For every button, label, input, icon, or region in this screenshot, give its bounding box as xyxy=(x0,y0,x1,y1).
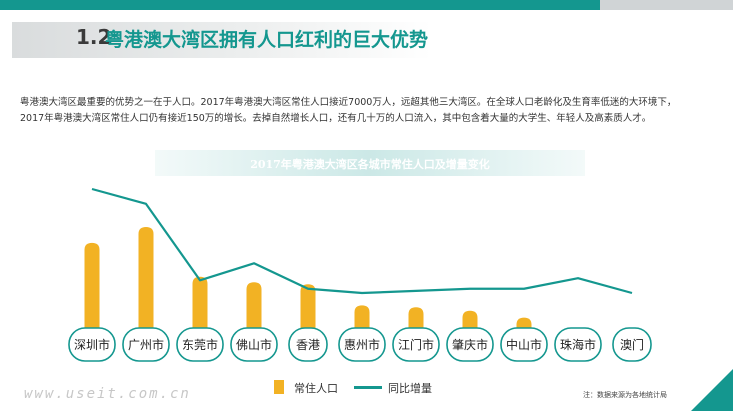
corner-decoration xyxy=(691,369,733,411)
paragraph-line-1: 粤港澳大湾区最重要的优势之一在于人口。2017年粤港澳大湾区常住人口接近7000… xyxy=(20,97,677,108)
paragraph-line-2: 2017年粤港澳大湾区常住人口仍有接近150万的增长。去掉自然增长人口，还有几十… xyxy=(20,113,652,124)
category-pill-7: 肇庆市 xyxy=(446,327,494,362)
category-pill-0: 深圳市 xyxy=(68,327,116,362)
category-label-9: 珠海市 xyxy=(560,337,596,352)
increment-line xyxy=(91,187,633,295)
chart-title: 2017年粤港澳大湾区各城市常住人口及增量变化 xyxy=(250,158,490,171)
category-label-8: 中山市 xyxy=(506,337,542,352)
bar-0 xyxy=(84,242,100,344)
top-grey-bar xyxy=(600,0,733,10)
category-label-6: 江门市 xyxy=(398,337,434,352)
category-pill-2: 东莞市 xyxy=(176,327,224,362)
category-pill-9: 珠海市 xyxy=(554,327,602,362)
category-pill-8: 中山市 xyxy=(500,327,548,362)
category-pill-10: 澳门 xyxy=(612,327,652,362)
category-label-0: 深圳市 xyxy=(74,337,110,352)
legend-swatch-increment xyxy=(354,386,382,389)
legend-label-increment: 同比增量 xyxy=(388,382,432,395)
category-pill-3: 佛山市 xyxy=(230,327,278,362)
watermark: www.useit.com.cn xyxy=(24,386,191,402)
data-source-note: 注：数据来源为各地统计局 xyxy=(583,391,667,399)
category-pill-4: 香港 xyxy=(288,327,328,362)
category-label-7: 肇庆市 xyxy=(452,337,488,352)
chart-title-band xyxy=(155,150,585,176)
legend-swatch-population xyxy=(274,380,284,394)
bar-1 xyxy=(138,227,154,344)
category-label-3: 佛山市 xyxy=(236,337,272,352)
bar-2 xyxy=(192,276,208,344)
category-label-5: 惠州市 xyxy=(344,337,380,352)
page-title: 粤港澳大湾区拥有人口红利的巨大优势 xyxy=(105,29,429,51)
section-number: 1.2 xyxy=(76,25,112,49)
title-band xyxy=(12,22,432,58)
top-accent-bar xyxy=(0,0,600,10)
category-pill-1: 广州市 xyxy=(122,327,170,362)
category-pill-6: 江门市 xyxy=(392,327,440,362)
category-label-2: 东莞市 xyxy=(182,337,218,352)
category-label-1: 广州市 xyxy=(128,337,164,352)
category-label-4: 香港 xyxy=(296,338,320,352)
category-label-10: 澳门 xyxy=(620,337,644,352)
legend-label-population: 常住人口 xyxy=(294,382,338,395)
category-pill-5: 惠州市 xyxy=(338,327,386,362)
